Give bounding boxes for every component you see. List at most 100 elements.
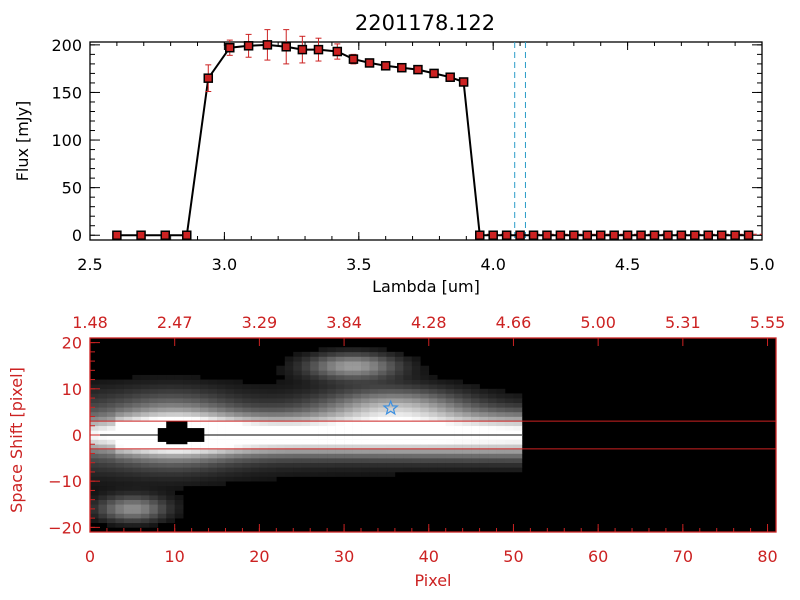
image-pixel	[318, 425, 328, 431]
image-pixel	[293, 370, 303, 376]
image-y-axis-label: Space Shift [pixel]	[7, 367, 26, 513]
image-pixel	[479, 435, 489, 440]
image-pixel	[420, 458, 430, 464]
spectrum-panel: 2.5 3.0 3.5 4.0 4.5 5.0 0 50 100 150 200 Lambda [u…	[13, 29, 775, 296]
image-pixel	[267, 476, 277, 482]
image-pixel	[106, 485, 116, 491]
image-pixel	[174, 495, 184, 500]
image-pixel	[259, 439, 269, 445]
image-pixel	[411, 398, 421, 403]
image-pixel	[344, 407, 353, 413]
image-pixel	[352, 379, 362, 385]
image-pixel	[496, 430, 506, 436]
image-pixel	[318, 467, 328, 473]
image-pixel	[276, 448, 286, 454]
image-pixel	[344, 361, 353, 367]
image-pixel	[335, 425, 345, 431]
image-pixel	[335, 471, 345, 477]
image-pixel	[174, 448, 184, 454]
spectrum-y-axis-label: Flux [mJy]	[13, 101, 32, 182]
image-pixel	[403, 458, 413, 464]
image-pixel	[90, 407, 99, 413]
image-pixel	[140, 518, 150, 524]
image-pixel	[504, 393, 514, 399]
image-pixel	[420, 379, 430, 385]
spectrum-vlines	[479, 42, 762, 240]
image-pixel	[394, 370, 404, 376]
image-pixel	[428, 458, 438, 464]
image-pixel	[267, 398, 277, 403]
image-pixel	[335, 347, 345, 353]
image-pixel	[369, 388, 379, 394]
image-pixel	[106, 462, 116, 468]
image-pixel	[513, 435, 523, 440]
image-pixel	[428, 435, 438, 440]
image-pixel	[462, 458, 472, 464]
image-pixel	[504, 458, 514, 464]
image-pixel	[369, 458, 379, 464]
image-pixel	[352, 467, 362, 473]
image-pixel	[344, 384, 353, 390]
image-pixel	[327, 402, 336, 408]
image-pixel	[394, 453, 404, 459]
image-pixel	[352, 393, 362, 399]
image-pixel	[386, 407, 396, 413]
image-pixel	[403, 411, 413, 417]
image-pixel	[361, 356, 370, 362]
image-pixel	[174, 485, 184, 491]
image-pixel	[504, 430, 514, 436]
image-pixel	[361, 398, 370, 403]
image-pixel	[123, 458, 133, 464]
image-pixel	[293, 356, 303, 362]
image-pixel	[217, 444, 226, 450]
image-pixel	[496, 448, 506, 454]
image-pixel	[361, 374, 370, 380]
image-pixel	[301, 361, 311, 367]
image-pixel	[428, 453, 438, 459]
image-pixel	[344, 421, 353, 427]
image-pixel	[132, 453, 142, 459]
spectrum-point	[609, 230, 619, 240]
image-pixel	[140, 471, 150, 477]
image-pixel	[318, 374, 328, 380]
image-pixel	[208, 471, 218, 477]
image-pixel	[437, 444, 446, 450]
image-pixel	[200, 379, 209, 385]
image-pixel	[344, 388, 353, 394]
image-pixel	[327, 361, 336, 367]
image-pixel	[115, 439, 125, 445]
image-pixel	[386, 462, 396, 468]
image-pixel	[217, 462, 226, 468]
image-pixel	[437, 462, 446, 468]
image-pixel	[479, 411, 489, 417]
image-pixel	[140, 398, 150, 403]
image-pixel	[250, 393, 260, 399]
image-pixel	[352, 435, 362, 440]
image-pixel	[454, 411, 463, 417]
image-pixel	[166, 416, 175, 422]
image-pixel	[471, 458, 480, 464]
image-pixel	[394, 458, 404, 464]
image-pixel	[132, 384, 142, 390]
image-pixel	[454, 379, 463, 385]
image-pixel	[115, 476, 125, 482]
image-pixel	[250, 476, 260, 482]
image-pixel	[301, 448, 311, 454]
image-pixel	[225, 421, 235, 427]
image-pixel	[377, 370, 387, 376]
image-pixel	[327, 347, 336, 353]
image-pixel	[98, 448, 108, 454]
image-pixel	[267, 407, 277, 413]
spectrum-plot-frame	[89, 41, 763, 241]
image-pixel	[225, 467, 235, 473]
image-pixel	[225, 435, 235, 440]
spectrum-point	[397, 62, 407, 73]
image-pixel	[335, 361, 345, 367]
image-pixel	[504, 425, 514, 431]
image-pixel	[344, 462, 353, 468]
image-pixel	[428, 388, 438, 394]
image-pixel	[327, 462, 336, 468]
image-pixel	[361, 467, 370, 473]
image-pixel	[513, 453, 523, 459]
image-pixel	[132, 374, 142, 380]
